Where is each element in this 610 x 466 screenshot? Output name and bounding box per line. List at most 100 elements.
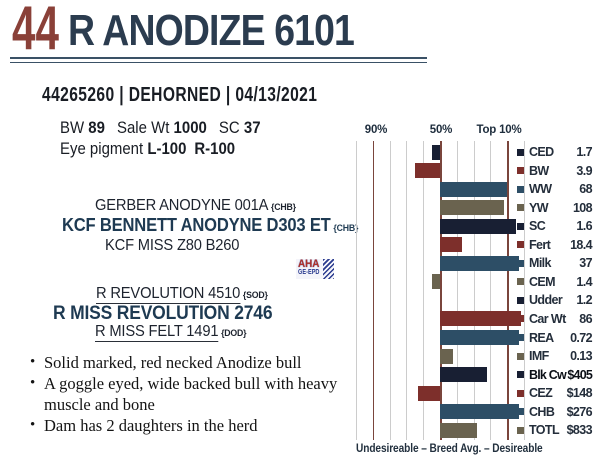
chart-bar-totl (440, 422, 477, 438)
legend-trait: TOTL (529, 423, 560, 438)
pedigree-name: GERBER ANODYNE 001A (95, 197, 269, 214)
axis-label-50: 50% (429, 124, 453, 136)
legend-row-ww: WW 68 (517, 182, 593, 197)
pedigree-name: KCF MISS Z80 B260 (105, 237, 240, 254)
sale-wt-value: 1000 (173, 118, 207, 137)
note-item: Dam has 2 daughters in the herd (20, 415, 350, 436)
title-divider (10, 57, 427, 63)
stats-line-1: BW 89 Sale Wt 1000 SC 37 (60, 118, 261, 138)
legend-row-rea: REA 0.72 (517, 330, 593, 345)
legend-row-cem: CEM 1.4 (517, 274, 593, 289)
pedigree-tag: {SOD} (242, 290, 268, 301)
pedigree-sire: KCF BENNETT ANODYNE D303 ET {CHB} (62, 215, 358, 236)
gridline (524, 141, 525, 440)
legend-row-imf: IMF 0.13 (517, 349, 593, 364)
legend-trait: REA (529, 330, 554, 345)
pedigree-name: R MISS REVOLUTION 2746 (53, 303, 273, 324)
gridline (473, 141, 475, 440)
legend-row-sc: SC 1.6 (517, 219, 593, 234)
bw-label: BW (60, 118, 85, 137)
legend-swatch (517, 389, 524, 397)
chart-bar-fert (440, 237, 462, 253)
chart-bar-yw (440, 200, 504, 216)
gridline (406, 141, 408, 440)
legend-trait: BW (529, 163, 549, 178)
legend-value: 0.72 (570, 330, 593, 345)
sc-value: 37 (243, 118, 261, 137)
legend-swatch (517, 296, 524, 304)
chart-bar-blk-cw (440, 367, 488, 383)
chart-bar-rea (440, 330, 519, 345)
legend-trait: YW (529, 200, 549, 215)
legend-value: $833 (566, 423, 593, 438)
legend-row-bw: BW 3.9 (517, 163, 593, 178)
sale-wt-label: Sale Wt (117, 118, 170, 137)
pedigree-sire-of-dam: R REVOLUTION 4510 {SOD} (96, 285, 268, 304)
legend-trait: CHB (529, 404, 555, 419)
legend-value: 86 (579, 311, 592, 326)
logo-stripes (323, 259, 334, 279)
pedigree-dam-of-dam: R MISS FELT 1491 {DOD} (95, 323, 247, 342)
gridline (490, 141, 492, 440)
legend-value: 0.13 (570, 349, 593, 364)
legend-row-milk: Milk 37 (517, 256, 593, 271)
chart-bar-cem (431, 274, 440, 290)
sale-notes: Solid marked, red necked Anodize bull A … (20, 352, 350, 436)
legend-value: 1.7 (576, 145, 592, 159)
note-item: A goggle eyed, wide backed bull with hea… (20, 373, 350, 415)
pedigree-dam: R MISS REVOLUTION 2746 (53, 303, 273, 325)
legend-value: 108 (572, 200, 593, 215)
stats-line-2: Eye pigment L-100 R-100 (60, 139, 235, 159)
chart-bar-ww (440, 181, 508, 197)
legend-swatch (517, 241, 524, 249)
legend-value: 1.2 (576, 293, 592, 308)
axis-label-top10: Top 10% (476, 124, 522, 136)
page-title: R ANODIZE 6101 (68, 6, 355, 55)
legend-value: 1.6 (576, 219, 592, 234)
legend-row-totl: TOTL $833 (517, 423, 593, 438)
legend-row-fert: Fert 18.4 (517, 237, 593, 252)
legend-row-car-wt: Car Wt 86 (517, 311, 593, 326)
accent-gridline (372, 141, 375, 440)
legend-trait: CED (529, 145, 554, 159)
legend-trait: CEZ (529, 386, 553, 401)
chart-bar-sc (440, 218, 516, 234)
pedigree-name: R REVOLUTION 4510 (96, 285, 241, 304)
legend-value: 37 (579, 256, 592, 271)
legend-swatch (517, 352, 524, 360)
legend-swatch (517, 426, 524, 434)
gridline (423, 141, 425, 440)
accent-gridline (507, 141, 509, 440)
gridline (356, 141, 357, 440)
legend-swatch (517, 315, 524, 323)
legend-swatch (517, 185, 524, 193)
legend-swatch (517, 371, 524, 379)
chart-bar-imf (440, 348, 454, 364)
eye-pigment-left: L-100 (147, 139, 187, 158)
legend-row-yw: YW 108 (517, 200, 593, 215)
note-item: Solid marked, red necked Anodize bull (20, 352, 350, 373)
legend-row-chb: CHB $276 (517, 404, 593, 419)
legend-swatch (517, 204, 524, 212)
eye-pigment-right: R-100 (194, 139, 236, 158)
bw-value: 89 (88, 118, 105, 137)
aha-ge-epd-logo-icon: AHA GE-EPD (296, 259, 334, 279)
legend-value: $276 (566, 404, 593, 419)
legend-trait: SC (529, 219, 546, 234)
legend-row-cez: CEZ $148 (517, 386, 593, 401)
legend-swatch (517, 167, 524, 175)
chart-bar-bw (414, 163, 440, 179)
eye-pigment-label: Eye pigment (60, 139, 144, 158)
logo-text-ge-epd: GE-EPD (298, 269, 320, 276)
legend-swatch (517, 334, 524, 341)
legend-trait: Car Wt (529, 311, 566, 326)
legend-value: 1.4 (576, 274, 592, 289)
accent-gridline (440, 141, 442, 440)
legend-swatch (517, 259, 524, 267)
legend-swatch (517, 278, 524, 286)
legend-trait: CEM (529, 274, 556, 289)
logo-text-aha: AHA (298, 259, 320, 270)
pedigree-tag: {DOD} (221, 328, 247, 339)
registration-line: 44265260 | DEHORNED | 04/13/2021 (42, 84, 318, 106)
